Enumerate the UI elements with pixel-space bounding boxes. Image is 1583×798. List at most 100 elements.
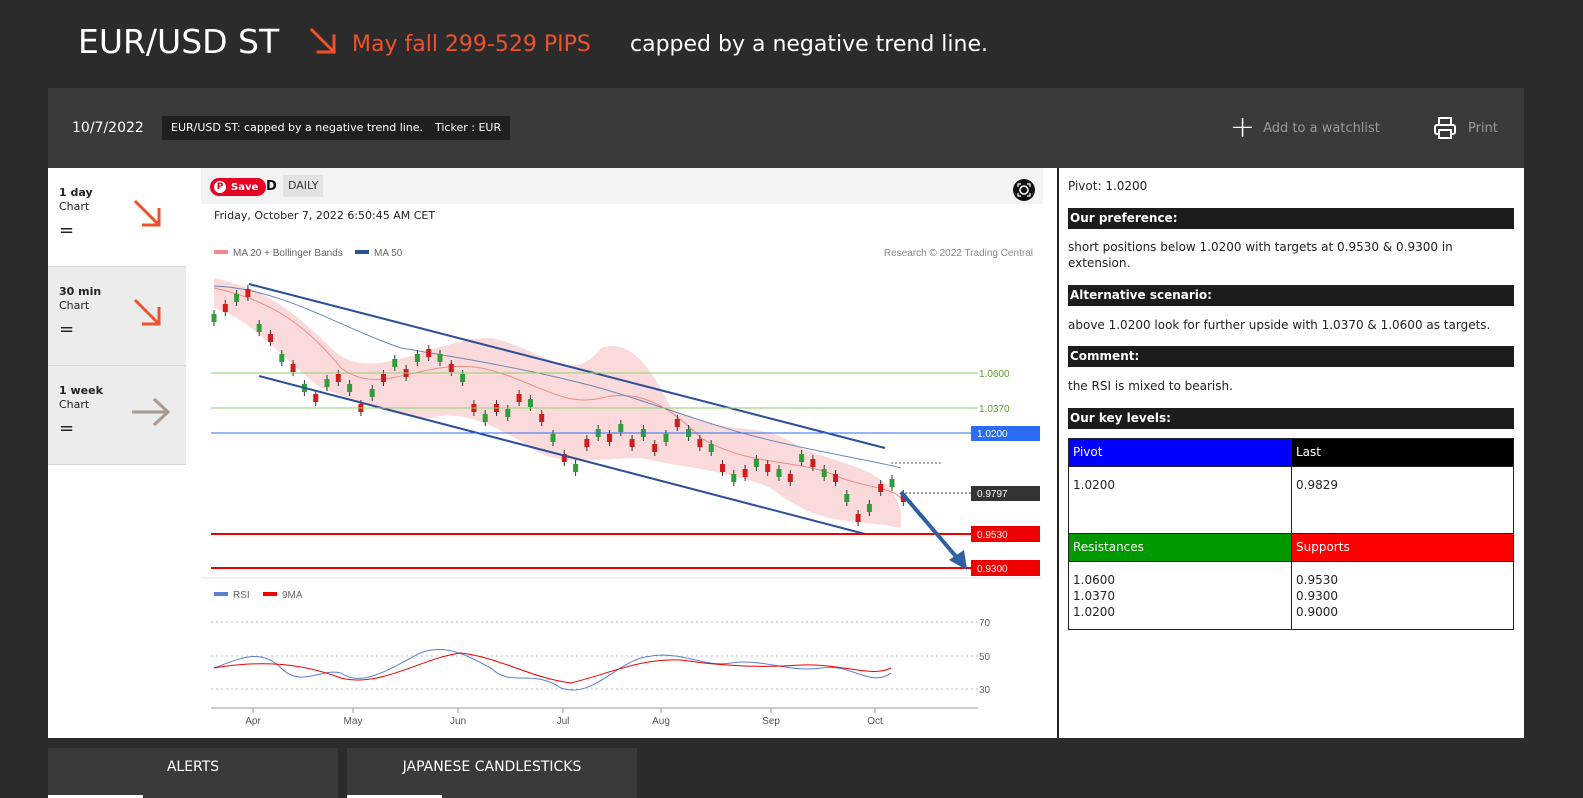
timeframe-1-week[interactable]: 1 week Chart = — [48, 366, 186, 465]
tab-japanese-candlesticks[interactable]: JAPANESE CANDLESTICKS — [347, 748, 637, 798]
candle-body — [878, 484, 884, 492]
x-tick-label: Apr — [245, 716, 261, 727]
timeframe-status: = — [59, 418, 75, 439]
x-tick-label: Aug — [652, 716, 670, 727]
candle-body — [573, 464, 579, 472]
legend-rsi: RSI — [233, 590, 250, 601]
pivot-summary: Pivot: 1.0200 — [1068, 179, 1148, 193]
candle-body — [211, 314, 217, 322]
add-to-watchlist-button[interactable]: + Add to a watchlist — [1230, 110, 1380, 145]
alternative-text: above 1.0200 look for further upside wit… — [1068, 318, 1491, 332]
summary-text: capped by a negative trend line. — [630, 32, 988, 57]
screenshot-icon[interactable] — [1013, 179, 1035, 201]
support-tag — [971, 560, 1040, 576]
pinterest-save-button[interactable]: P Save — [210, 178, 267, 196]
info-bar: 10/7/2022 EUR/USD ST: capped by a negati… — [48, 88, 1524, 168]
comment-header: Comment: — [1068, 346, 1514, 367]
analysis-date: 10/7/2022 — [72, 120, 144, 136]
rsi-tick-label: 30 — [979, 685, 991, 696]
resistance-value: 1.0370 — [1073, 589, 1115, 603]
x-tick-label: May — [344, 716, 363, 727]
timeframe-sub: Chart — [59, 200, 90, 213]
candle-body — [516, 394, 522, 402]
legend-swatch-ma50 — [355, 250, 369, 254]
timeframe-sub: Chart — [59, 299, 90, 312]
tab-label: ALERTS — [166, 759, 220, 775]
ticker-chip: Ticker : EUR — [426, 116, 511, 140]
period-badge[interactable]: DAILY — [283, 175, 324, 197]
last-header: Last — [1291, 439, 1513, 466]
x-tick-label: Oct — [867, 716, 883, 727]
timeframe-label: 1 day — [59, 186, 93, 199]
legend-swatch-ma20 — [214, 250, 228, 254]
candle-body — [844, 494, 850, 502]
candle-body — [426, 349, 432, 357]
ma50-line — [213, 285, 902, 469]
resistance-label: 1.0370 — [979, 404, 1010, 415]
candle-body — [268, 334, 273, 342]
print-label: Print — [1468, 120, 1498, 136]
support-tag — [971, 526, 1040, 542]
chart-credit: Research © 2022 Trading Central — [884, 248, 1033, 259]
price-chart[interactable]: MA 20 + Bollinger Bands MA 50 Research © 2… — [201, 168, 1043, 738]
page-header: EUR/USD ST May fall 299-529 PIPS capped … — [0, 0, 1583, 88]
support-label: 0.9530 — [977, 530, 1008, 541]
support-label: 0.9300 — [977, 564, 1008, 575]
candle-body — [527, 399, 533, 407]
support-value: 0.9530 — [1296, 573, 1338, 587]
print-button[interactable]: Print — [1432, 114, 1498, 142]
timeframe-30-min[interactable]: 30 min Chart = — [48, 267, 186, 366]
resistance-value: 1.0200 — [1073, 605, 1115, 619]
candle-body — [855, 514, 861, 522]
candle-body — [335, 374, 341, 382]
candle-body — [821, 469, 827, 477]
candle-body — [313, 394, 319, 402]
candle-body — [505, 409, 511, 417]
last-price-label: 0.9797 — [977, 489, 1008, 500]
candle-body — [437, 354, 443, 362]
candle-body — [866, 504, 872, 512]
candle-body — [742, 469, 748, 477]
pivot-value: 1.0200 — [1069, 466, 1291, 534]
candle-body — [652, 444, 658, 452]
candle-body — [448, 364, 454, 372]
candle-body — [674, 419, 680, 427]
x-tick-label: Sep — [762, 716, 780, 727]
alternative-header: Alternative scenario: — [1068, 285, 1514, 306]
candle-body — [222, 304, 228, 312]
plus-icon: + — [1230, 110, 1256, 145]
legend-swatch-rsi-ma — [263, 592, 277, 596]
candle-body — [833, 474, 838, 482]
timeframe-label: 30 min — [59, 285, 102, 298]
timeframe-1-day[interactable]: 1 day Chart = — [48, 168, 186, 267]
comment-text: the RSI is mixed to bearish. — [1068, 379, 1233, 393]
title-chip: EUR/USD ST: capped by a negative trend l… — [162, 116, 433, 140]
candle-body — [414, 354, 420, 362]
legend-ma50: MA 50 — [374, 248, 403, 259]
tab-label: JAPANESE CANDLESTICKS — [402, 759, 582, 775]
candle-body — [663, 434, 669, 442]
candle-body — [799, 454, 805, 462]
candle-body — [392, 359, 398, 367]
candle-body — [776, 469, 782, 477]
timeframe-sub: Chart — [59, 398, 90, 411]
key-levels-table: Pivot Last 1.0200 0.9829 Resistances Sup… — [1068, 438, 1514, 630]
pinterest-icon: P — [214, 181, 226, 193]
lower-trend-line — [258, 375, 866, 535]
resistance-label: 1.0600 — [979, 369, 1010, 380]
legend-ma20: MA 20 + Bollinger Bands — [233, 248, 343, 259]
tab-alerts[interactable]: ALERTS — [48, 748, 338, 798]
legend-rsi-ma: 9MA — [282, 590, 303, 601]
candle-body — [810, 459, 816, 467]
target-text: May fall 299-529 PIPS — [352, 32, 591, 57]
resistance-value: 1.0600 — [1073, 573, 1115, 587]
candle-body — [324, 379, 330, 387]
chart-timestamp: Friday, October 7, 2022 6:50:45 AM CET — [214, 209, 436, 222]
candle-body — [550, 434, 556, 442]
supports-values: 0.9530 0.9300 0.9000 — [1291, 561, 1513, 629]
support-value: 0.9300 — [1296, 589, 1338, 603]
candle-body — [347, 384, 353, 392]
candle-body — [731, 474, 737, 482]
x-tick-label: Jul — [557, 716, 570, 727]
candle-body — [561, 454, 567, 462]
